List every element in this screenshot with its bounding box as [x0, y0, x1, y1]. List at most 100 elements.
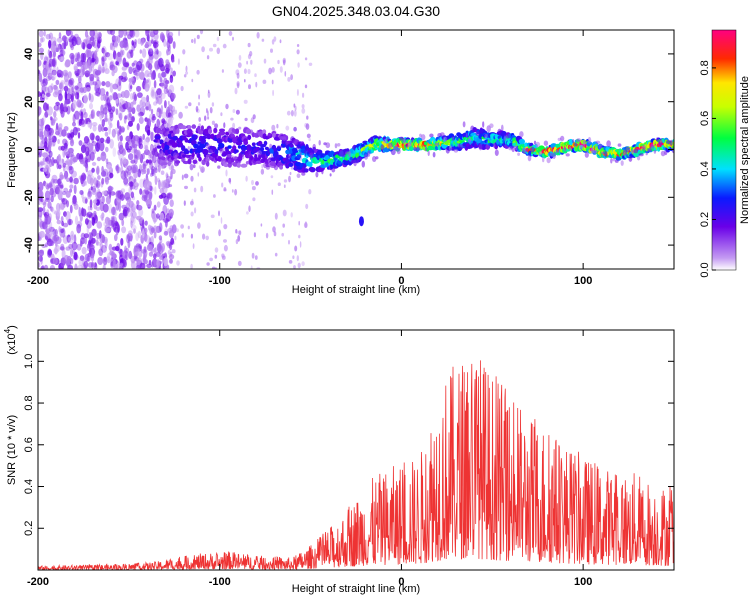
noise-blob [98, 248, 104, 257]
noise-blob [38, 30, 44, 38]
noise-blob [270, 48, 273, 53]
noise-blob [197, 222, 201, 229]
noise-blob [118, 144, 124, 155]
halo-blob [517, 152, 520, 156]
noise-blob [98, 112, 104, 120]
noise-blob [47, 201, 52, 209]
noise-blob [79, 212, 83, 222]
noise-blob [109, 82, 114, 93]
noise-blob [89, 132, 95, 141]
noise-blob [304, 57, 308, 61]
noise-blob [244, 79, 246, 83]
noise-blob [76, 223, 82, 234]
noise-blob [67, 218, 73, 226]
halo-blob [610, 158, 613, 164]
halo-blob [465, 132, 468, 139]
noise-blob [155, 251, 161, 258]
ridge-blob [197, 125, 201, 131]
noise-blob [145, 41, 149, 48]
noise-blob [67, 71, 72, 79]
ridge-blob [184, 148, 188, 153]
noise-blob [115, 245, 120, 252]
noise-blob [74, 85, 79, 90]
noise-blob [131, 224, 137, 231]
noise-blob [93, 177, 97, 185]
noise-blob [155, 111, 160, 117]
noise-blob [108, 125, 111, 135]
noise-blob [59, 184, 64, 189]
noise-blob [87, 121, 91, 128]
ridge-blob [194, 135, 198, 139]
noise-blob [40, 51, 44, 61]
noise-blob [145, 30, 150, 37]
noise-blob [143, 138, 149, 147]
noise-blob [150, 131, 154, 142]
halo-blob [271, 124, 276, 131]
noise-blob [137, 230, 142, 239]
noise-blob [193, 187, 197, 193]
noise-blob [91, 167, 95, 173]
noise-blob [207, 116, 210, 120]
noise-blob [214, 247, 219, 253]
noise-blob [73, 177, 79, 185]
noise-blob [116, 164, 120, 174]
noise-blob [272, 89, 274, 97]
noise-blob [187, 225, 190, 230]
noise-blob [125, 234, 130, 244]
halo-blob [492, 142, 496, 148]
noise-blob [157, 50, 162, 57]
noise-blob [246, 60, 248, 65]
noise-blob [167, 33, 170, 42]
snr-panel: -200 -100 0 100 0.2 0.4 0.6 0.8 1.0 Height of st… [3, 325, 675, 595]
noise-blob [261, 38, 265, 42]
ridge-blob [317, 149, 323, 155]
noise-blob [101, 165, 104, 174]
noise-blob [196, 69, 200, 75]
noise-blob [87, 193, 92, 200]
halo-blob [468, 137, 471, 144]
noise-blob [182, 49, 186, 55]
isolated-blob [358, 216, 364, 227]
noise-blob [123, 76, 128, 81]
ridge-blob [200, 125, 204, 131]
noise-blob [302, 92, 305, 98]
snr-axes: -200 -100 0 100 0.2 0.4 0.6 0.8 1.0 [23, 330, 674, 588]
noise-blob [157, 163, 161, 173]
noise-blob [100, 95, 104, 101]
noise-blob [64, 171, 67, 180]
noise-blob [136, 85, 142, 92]
ridge-blob [199, 143, 206, 149]
noise-blob [184, 105, 189, 109]
noise-blob [43, 128, 50, 138]
ridge-blob [243, 140, 249, 146]
noise-blob [43, 30, 46, 37]
noise-blob [120, 238, 124, 246]
noise-blob [38, 59, 42, 67]
ridge-blob [191, 152, 195, 158]
noise-blob [308, 189, 312, 195]
noise-blob [132, 164, 138, 173]
noise-blob [165, 223, 168, 227]
noise-blob [141, 189, 148, 199]
noise-blob [54, 85, 59, 96]
halo-blob [527, 154, 532, 162]
halo-blob [299, 151, 302, 157]
snr-ylabel: SNR (10 * v/v) [6, 415, 18, 485]
noise-blob [49, 265, 56, 269]
y-tick-label: -20 [23, 189, 35, 205]
halo-blob [658, 139, 663, 146]
noise-blob [82, 208, 87, 217]
noise-blob [130, 211, 133, 217]
noise-blob [158, 235, 163, 241]
halo-blob [542, 157, 545, 163]
noise-blob [85, 146, 90, 157]
noise-blob [63, 211, 67, 217]
noise-blob [159, 76, 163, 83]
halo-blob [664, 150, 668, 156]
noise-blob [156, 243, 162, 253]
noise-blob [256, 32, 260, 39]
ridge-blob [263, 140, 268, 146]
halo-blob [411, 136, 414, 143]
noise-blob [254, 73, 257, 78]
noise-blob [89, 93, 94, 103]
